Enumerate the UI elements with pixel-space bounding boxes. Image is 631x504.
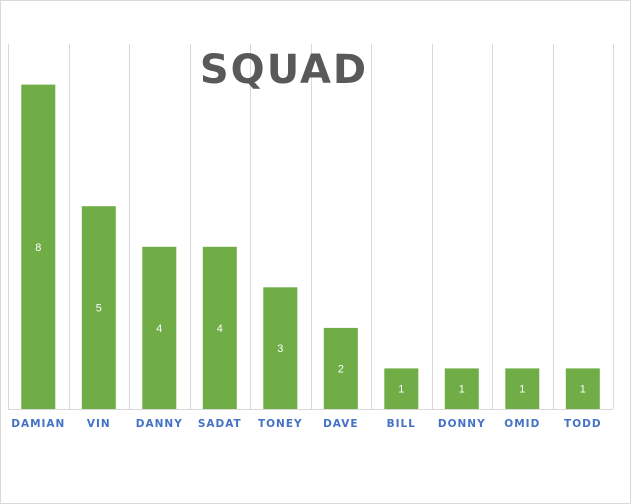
bar-group <box>21 84 600 409</box>
x-tick-label-group: DAMIAN VIN DANNY SADAT TONEY DAVE BILL DONNY OMI… <box>11 418 602 430</box>
data-label-toney: 3 <box>277 343 283 355</box>
x-tick-label-damian: DAMIAN <box>11 418 65 430</box>
gridlines <box>8 44 614 409</box>
bar-sadat <box>202 246 237 409</box>
x-tick-label-sadat: SADAT <box>198 418 242 430</box>
data-label-sadat: 4 <box>217 323 223 335</box>
data-label-donny: 1 <box>459 384 465 396</box>
data-label-danny: 4 <box>156 323 162 335</box>
data-label-todd: 1 <box>580 384 586 396</box>
bar-bill <box>384 368 419 409</box>
x-tick-label-toney: TONEY <box>258 418 303 430</box>
bar-damian <box>21 84 56 409</box>
bar-toney <box>263 287 298 409</box>
data-label-omid: 1 <box>519 384 525 396</box>
data-label-bill: 1 <box>398 384 404 396</box>
bar-omid <box>505 368 540 409</box>
x-tick-label-vin: VIN <box>87 418 111 430</box>
data-label-group: 8 5 4 4 3 2 1 1 1 1 <box>35 242 586 396</box>
x-tick-label-donny: DONNY <box>438 418 486 430</box>
x-tick-label-danny: DANNY <box>136 418 183 430</box>
data-label-dave: 2 <box>338 363 344 375</box>
bar-dave <box>323 327 358 409</box>
chart-title: SQUAD <box>200 47 368 93</box>
bar-todd <box>565 368 600 409</box>
data-label-vin: 5 <box>96 303 102 315</box>
x-tick-label-todd: TODD <box>564 418 602 430</box>
x-tick-label-omid: OMID <box>504 418 540 430</box>
x-tick-label-bill: BILL <box>387 418 416 430</box>
data-label-damian: 8 <box>35 242 41 254</box>
bar-danny <box>142 246 177 409</box>
bar-vin <box>81 206 116 409</box>
bar-donny <box>444 368 479 409</box>
x-tick-label-dave: DAVE <box>323 418 358 430</box>
